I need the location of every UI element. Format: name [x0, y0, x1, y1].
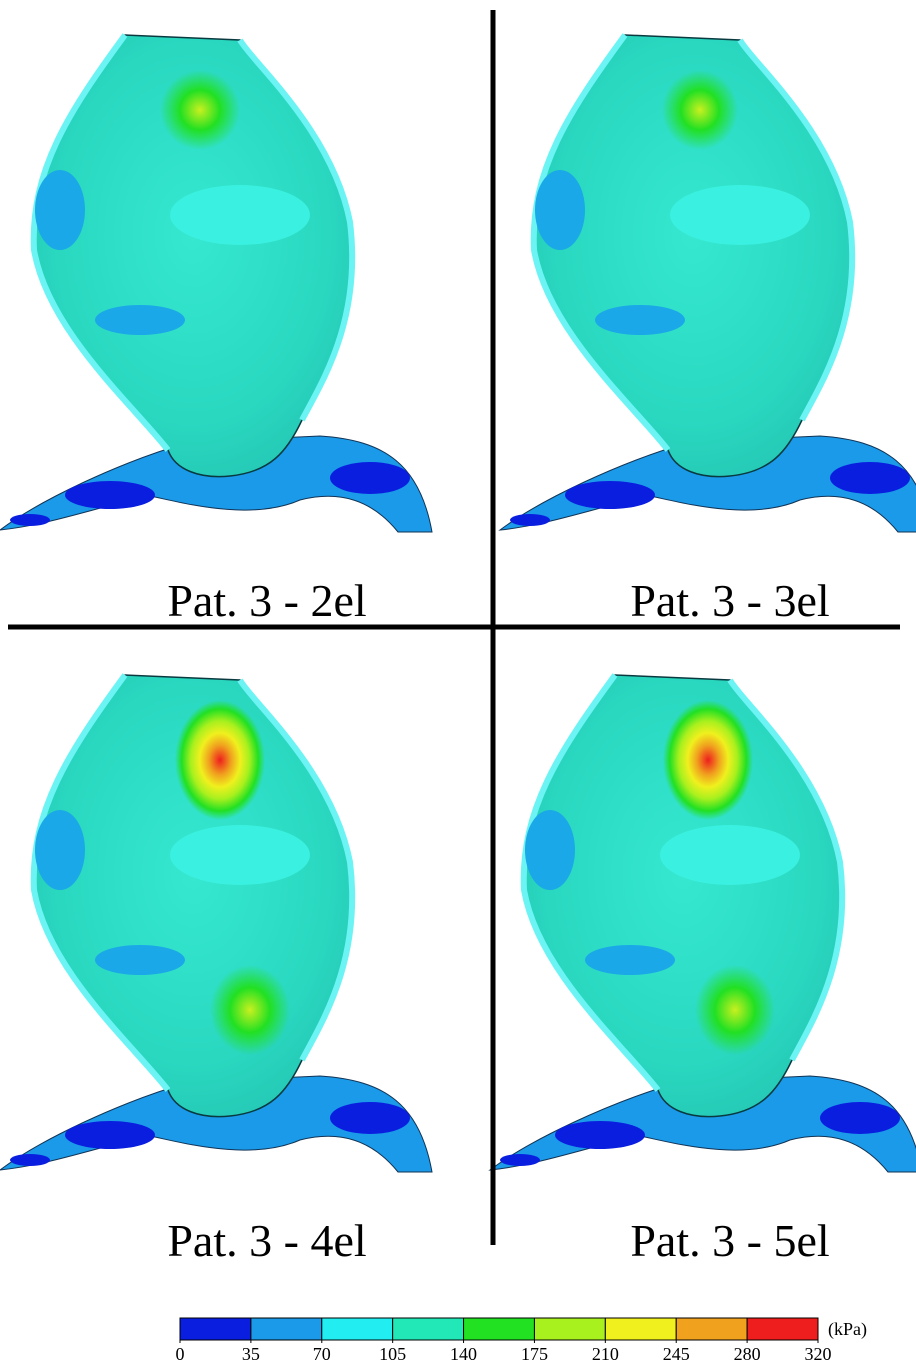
tick-label: 175 [521, 1344, 548, 1364]
tick-label: 320 [805, 1344, 832, 1364]
colorbar-segment [393, 1318, 464, 1340]
colorbar-segment [676, 1318, 747, 1340]
tick-label: 140 [450, 1344, 477, 1364]
figure: Pat. 3 - 2el Pat. 3 - 3el Pat. 3 - 4el P… [0, 0, 916, 1365]
colorbar-segment [180, 1318, 251, 1340]
tick-label: 210 [592, 1344, 619, 1364]
tick-label: 0 [176, 1344, 185, 1364]
panel-5el [490, 675, 916, 1172]
tick-label: 280 [734, 1344, 761, 1364]
panel-label: Pat. 3 - 3el [630, 575, 829, 626]
colorbar-segment [534, 1318, 605, 1340]
panel-2el [0, 35, 432, 532]
colorbar: 0 35 70 105 140 175 210 245 280 320 [176, 1318, 832, 1364]
colorbar-segment [605, 1318, 676, 1340]
tick-label: 105 [379, 1344, 406, 1364]
tick-label: 245 [663, 1344, 690, 1364]
colorbar-unit: (kPa) [828, 1319, 867, 1340]
panel-4el [0, 675, 432, 1172]
colorbar-segment [747, 1318, 818, 1340]
tick-label: 35 [242, 1344, 260, 1364]
colorbar-segment [322, 1318, 393, 1340]
panel-label: Pat. 3 - 4el [167, 1215, 366, 1266]
panel-label: Pat. 3 - 2el [167, 575, 366, 626]
colorbar-segment [464, 1318, 535, 1340]
tick-label: 70 [313, 1344, 331, 1364]
panel-label: Pat. 3 - 5el [630, 1215, 829, 1266]
panel-3el [500, 35, 916, 532]
colorbar-segment [251, 1318, 322, 1340]
